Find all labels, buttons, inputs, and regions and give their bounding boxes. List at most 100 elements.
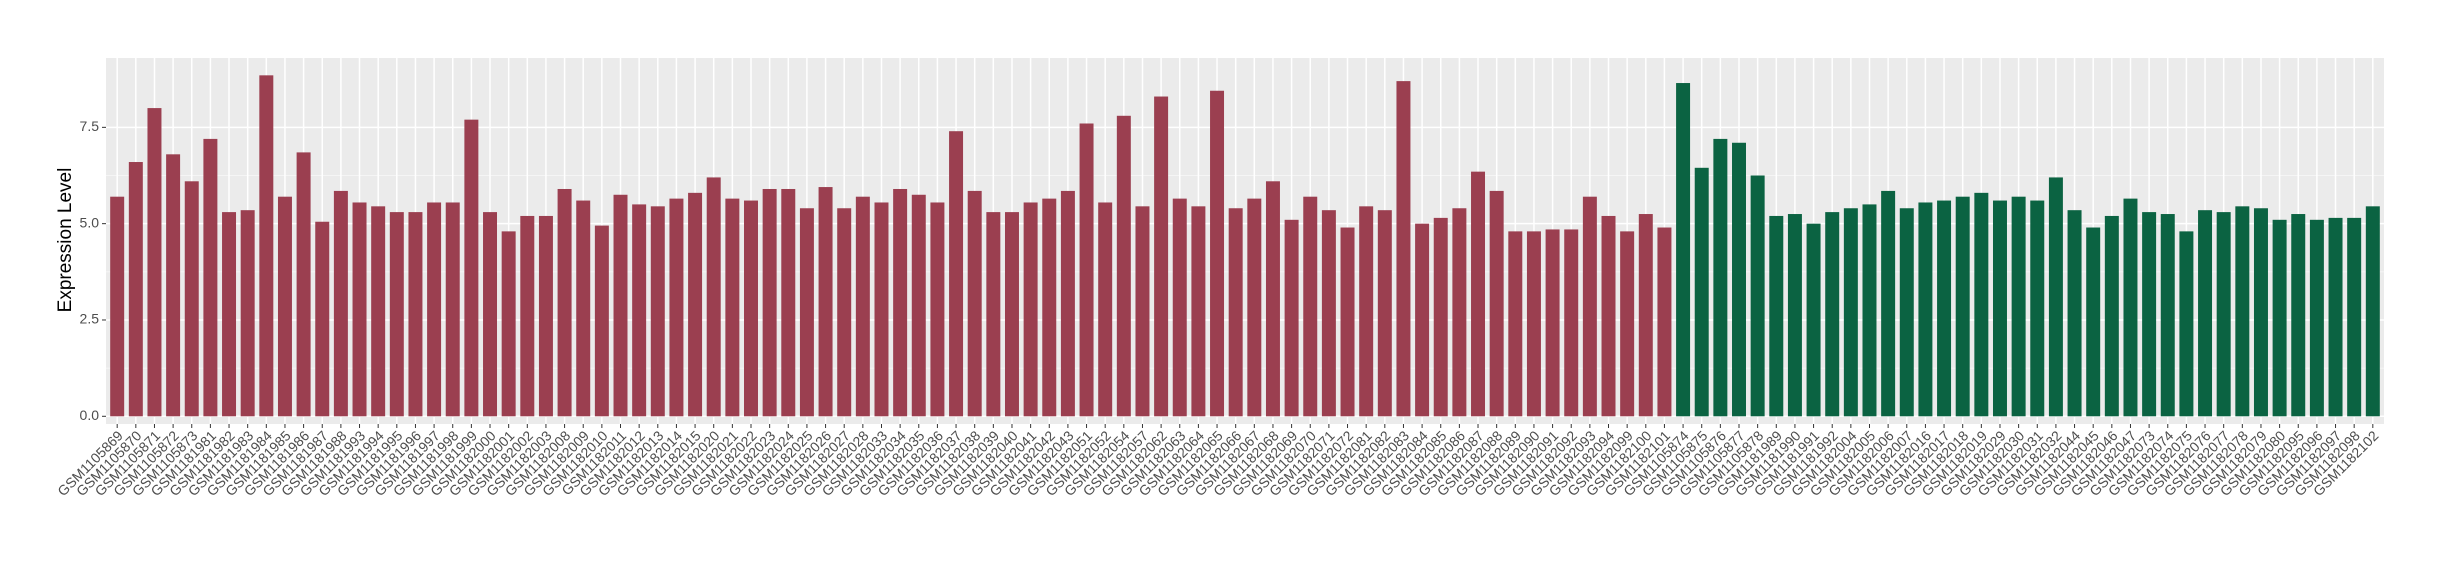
bar [874,202,889,417]
bar [911,194,926,417]
bar [725,198,740,417]
bar [2104,215,2119,417]
bar [594,225,609,417]
y-tick-label: 2.5 [80,311,100,327]
bar [1862,204,1877,417]
bar [1135,206,1150,417]
bar [1694,167,1709,417]
bar [1042,198,1057,417]
bar [2216,212,2231,417]
bar [1489,190,1504,417]
bar [147,108,162,417]
bar [1228,208,1243,417]
bar [408,212,423,417]
bar [576,200,591,417]
bar [1098,202,1113,417]
bar [1787,214,1802,417]
bar [1377,210,1392,417]
bar [259,75,274,417]
bar [2291,214,2306,417]
bar [1284,219,1299,417]
bar [1004,212,1019,417]
bar [1601,215,1616,417]
bar [483,212,498,417]
bar [203,138,218,417]
bar [1023,202,1038,417]
bar [2086,227,2101,417]
bar [1191,206,1206,417]
bar [949,131,964,417]
bar [837,208,852,417]
bar [1937,200,1952,417]
bar [632,204,647,417]
bar [2235,206,2250,417]
bar [1154,96,1169,417]
bar [2160,214,2175,417]
bar [1321,210,1336,417]
bar [277,196,292,417]
bar [2067,210,2082,417]
bar [538,215,553,417]
bar [650,206,665,417]
y-tick-label: 0.0 [80,407,100,423]
bar [855,196,870,417]
bar [1471,171,1486,417]
bar [464,119,479,417]
bar [2347,217,2362,417]
bar [1508,231,1523,417]
bar [1415,223,1430,417]
bar [669,198,684,417]
bar [706,177,721,417]
bar [1825,212,1840,417]
bar [1992,200,2007,417]
bar [1452,208,1467,417]
bar [1713,138,1728,417]
bar [613,194,628,417]
bar [930,202,945,417]
bar [2011,196,2026,417]
bar [781,188,796,417]
bar [2309,219,2324,417]
bar [1079,123,1094,417]
bar [1899,208,1914,417]
bar [1247,198,1262,417]
bar [1396,81,1411,417]
bar [352,202,367,417]
bar [1620,231,1635,417]
bar [1582,196,1597,417]
bar [1676,83,1691,417]
bar [222,212,237,417]
bar [2179,231,2194,417]
bar [128,162,143,417]
bar [1806,223,1821,417]
bar [2123,198,2138,417]
bar [967,190,982,417]
y-axis-title: Expression Level [55,168,76,313]
bar [744,200,758,417]
bar [1265,181,1280,417]
bar [333,190,348,417]
bar [1359,206,1374,417]
bar [1657,227,1672,417]
bar [1769,215,1784,417]
y-tick-label: 7.5 [80,118,100,134]
bar [1750,175,1765,417]
bar [371,206,386,417]
bar [501,231,516,417]
bar [986,212,1001,417]
bar [799,208,814,417]
bar [2365,206,2380,417]
bar [1433,217,1448,417]
bar [445,202,460,417]
bar [2142,212,2157,417]
bar [166,154,181,417]
bar [688,192,703,417]
bar [1918,202,1933,417]
bar [2272,219,2287,417]
bar [1526,231,1541,417]
bar [389,212,404,417]
bar [1843,208,1858,417]
bar [557,188,572,417]
